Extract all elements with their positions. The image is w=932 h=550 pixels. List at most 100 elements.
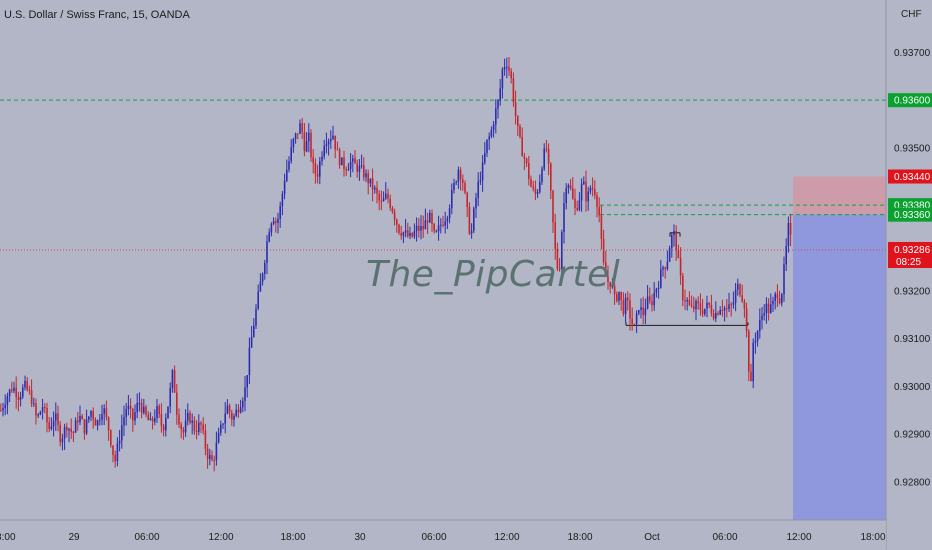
candle-body-337[interactable] (741, 295, 743, 302)
candle-body-164[interactable] (360, 165, 363, 167)
candle-body-193[interactable] (424, 220, 427, 230)
candle-body-210[interactable] (462, 179, 464, 183)
candle-body-350[interactable] (770, 304, 772, 313)
candle-body-319[interactable] (701, 309, 704, 315)
candle-body-74[interactable] (162, 425, 165, 431)
candle-body-263[interactable] (578, 200, 581, 210)
candle-body-114[interactable] (250, 336, 253, 348)
candle-body-128[interactable] (281, 194, 284, 206)
candle-body-27[interactable] (59, 424, 61, 443)
candle-body-315[interactable] (693, 306, 695, 310)
candle-body-57[interactable] (125, 408, 127, 418)
candle-body-323[interactable] (710, 304, 713, 314)
candle-body-341[interactable] (750, 371, 752, 382)
candle-body-225[interactable] (495, 108, 497, 125)
candle-body-212[interactable] (466, 192, 468, 208)
candle-body-336[interactable] (739, 284, 741, 296)
candle-body-243[interactable] (534, 188, 537, 194)
candle-body-0[interactable] (0, 410, 2, 412)
candle-body-246[interactable] (541, 168, 543, 182)
candle-body-89[interactable] (195, 431, 198, 433)
candle-body-188[interactable] (413, 231, 416, 237)
candle-body-254[interactable] (558, 268, 561, 270)
candle-body-145[interactable] (319, 161, 321, 177)
candle-body-63[interactable] (138, 402, 141, 404)
candle-body-109[interactable] (239, 407, 242, 413)
candle-body-144[interactable] (316, 174, 319, 177)
candle-body-258[interactable] (567, 185, 570, 189)
candle-body-20[interactable] (44, 407, 46, 409)
candle-body-206[interactable] (453, 182, 455, 191)
candle-body-86[interactable] (189, 412, 191, 423)
candle-body-165[interactable] (363, 165, 365, 178)
candle-body-53[interactable] (116, 443, 119, 462)
candle-body-204[interactable] (448, 208, 451, 219)
time-axis[interactable] (0, 520, 886, 550)
candle-body-321[interactable] (706, 302, 708, 309)
candle-body-65[interactable] (143, 406, 145, 413)
candle-body-77[interactable] (169, 387, 171, 407)
candle-body-112[interactable] (246, 375, 248, 388)
candle-body-29[interactable] (63, 427, 66, 439)
candle-body-32[interactable] (70, 428, 72, 433)
candle-body-80[interactable] (176, 392, 178, 415)
candle-body-152[interactable] (334, 135, 336, 150)
candle-body-273[interactable] (600, 215, 603, 239)
candle-body-35[interactable] (77, 420, 79, 423)
candle-body-217[interactable] (477, 181, 479, 198)
candle-body-285[interactable] (627, 297, 629, 301)
candle-body-342[interactable] (752, 342, 754, 382)
candle-body-178[interactable] (391, 207, 394, 213)
candle-body-306[interactable] (673, 231, 675, 236)
plot-background[interactable] (0, 0, 886, 520)
candle-body-344[interactable] (756, 331, 759, 341)
candle-body-142[interactable] (312, 157, 314, 164)
candle-body-259[interactable] (569, 185, 572, 189)
candle-body-171[interactable] (376, 187, 378, 194)
candle-body-218[interactable] (479, 180, 482, 182)
candle-body-147[interactable] (323, 146, 325, 157)
candle-body-113[interactable] (248, 347, 251, 376)
candle-body-157[interactable] (345, 169, 347, 171)
candle-body-223[interactable] (490, 129, 493, 137)
candle-body-237[interactable] (521, 136, 523, 157)
candle-body-288[interactable] (633, 323, 636, 325)
candle-body-290[interactable] (638, 310, 640, 314)
candle-body-168[interactable] (369, 178, 372, 184)
candle-body-260[interactable] (572, 188, 574, 199)
candle-body-124[interactable] (272, 221, 275, 224)
candle-body-36[interactable] (79, 415, 81, 423)
candle-body-138[interactable] (303, 132, 306, 152)
candle-body-283[interactable] (622, 300, 625, 315)
candle-body-326[interactable] (717, 312, 719, 315)
candle-body-154[interactable] (338, 149, 341, 166)
candle-body-245[interactable] (539, 181, 541, 193)
candle-body-253[interactable] (556, 248, 559, 269)
candle-body-71[interactable] (156, 406, 158, 419)
candle-body-139[interactable] (305, 141, 308, 152)
candle-body-235[interactable] (517, 115, 519, 127)
candle-body-275[interactable] (605, 262, 607, 277)
candle-body-201[interactable] (442, 224, 444, 226)
candle-body-280[interactable] (616, 294, 618, 301)
candle-body-103[interactable] (226, 405, 229, 414)
candle-body-203[interactable] (446, 218, 449, 222)
candle-body-170[interactable] (374, 187, 376, 190)
candle-body-200[interactable] (440, 224, 442, 226)
candle-body-297[interactable] (653, 292, 655, 306)
candle-body-84[interactable] (184, 420, 187, 433)
candle-body-335[interactable] (737, 284, 739, 290)
candle-body-346[interactable] (761, 315, 763, 320)
candle-body-107[interactable] (235, 409, 237, 417)
candle-body-14[interactable] (30, 390, 33, 405)
candle-body-150[interactable] (330, 139, 332, 142)
candle-body-21[interactable] (46, 408, 48, 423)
candle-body-99[interactable] (217, 432, 220, 443)
candle-body-90[interactable] (198, 422, 200, 432)
price-axis[interactable] (886, 0, 932, 550)
candle-body-5[interactable] (11, 389, 13, 392)
candle-body-312[interactable] (686, 299, 688, 302)
candle-body-11[interactable] (24, 380, 26, 388)
